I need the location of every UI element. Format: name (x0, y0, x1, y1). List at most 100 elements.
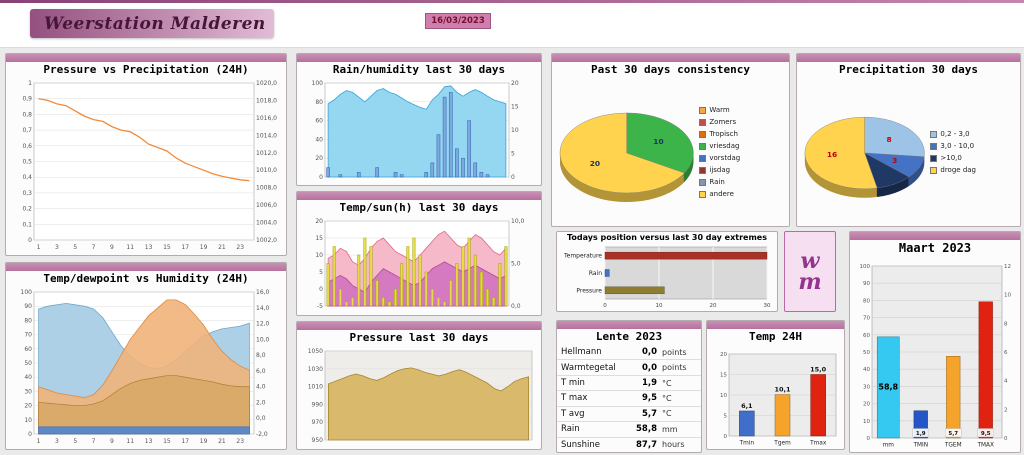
svg-text:0: 0 (724, 434, 728, 440)
legend-item: Warm (699, 106, 785, 114)
legend-label: Tropisch (709, 130, 738, 138)
svg-text:0,4: 0,4 (22, 174, 32, 181)
svg-text:1,9: 1,9 (916, 431, 926, 437)
svg-text:0,6: 0,6 (22, 143, 32, 150)
pressure-area-chart: 1050 1030 1010 990 970 950 (308, 348, 533, 444)
svg-text:60: 60 (863, 333, 870, 339)
svg-text:0: 0 (603, 303, 607, 309)
stat-row: Sunshine 87,7 hours (557, 438, 701, 452)
panel-accent-bar (297, 54, 541, 62)
svg-text:20: 20 (24, 403, 32, 410)
svg-text:17: 17 (181, 244, 189, 251)
panel-temp-dew-hum-24h: Temp/dewpoint vs Humidity (24H) 100 90 80 7… (5, 262, 287, 450)
chart-title: Temp 24H (749, 330, 802, 343)
svg-text:15: 15 (720, 373, 727, 379)
stat-unit: points (662, 363, 687, 373)
stat-row: Hellmann 0,0 points (557, 345, 701, 361)
pressure-precip-line-chart: 1 0,9 0,8 0,7 0,6 0,5 0,4 0,3 0,2 0,1 0 1020,0 1018,… (22, 80, 277, 251)
svg-text:17: 17 (181, 438, 189, 445)
precipitation-pie-chart: 8 3 16 (804, 116, 925, 198)
legend-swatch (699, 190, 707, 198)
svg-text:10: 10 (24, 417, 32, 424)
legend-label: >10,0 (940, 154, 962, 162)
svg-text:7: 7 (92, 244, 96, 251)
svg-text:0,0: 0,0 (256, 415, 266, 422)
svg-text:15: 15 (163, 244, 171, 251)
svg-text:Tmax: Tmax (809, 441, 827, 447)
station-logo: w m (784, 231, 836, 312)
chart-title: Pressure last 30 days (349, 331, 489, 344)
svg-text:16: 16 (827, 150, 837, 159)
svg-text:10: 10 (511, 127, 519, 134)
panel-maart-2023: Maart 2023 100 90 80 70 60 50 40 30 20 10 0 12 10 8 6 4… (849, 231, 1021, 453)
svg-text:5: 5 (724, 414, 728, 420)
chart-title: Temp/sun(h) last 30 days (339, 201, 499, 214)
logo-letter-w: w (800, 247, 820, 274)
panel-rain-humidity-30d: Rain/humidity last 30 days 100 80 60 40 20 0 2… (296, 53, 542, 186)
legend-swatch (699, 118, 707, 126)
legend-swatch (699, 130, 707, 138)
svg-text:5: 5 (511, 151, 515, 158)
svg-text:6,0: 6,0 (256, 368, 266, 375)
svg-text:1002,0: 1002,0 (256, 237, 277, 244)
temp-24h-bar-chart: 20 15 10 5 0 6,1 Tmin 10,1 Tgem 15,0 Tmax (720, 352, 837, 447)
svg-text:14,0: 14,0 (256, 305, 270, 312)
svg-text:19: 19 (200, 244, 208, 251)
svg-text:90: 90 (24, 303, 32, 310)
svg-text:80: 80 (863, 298, 870, 304)
stat-value: 5,7 (641, 408, 657, 419)
svg-text:50: 50 (24, 360, 32, 367)
svg-text:60: 60 (315, 118, 323, 125)
svg-text:70: 70 (24, 332, 32, 339)
legend-item: Tropisch (699, 130, 785, 138)
svg-text:20: 20 (710, 303, 717, 309)
stat-label: T avg (561, 408, 585, 419)
stat-value: 58,8 (636, 424, 657, 435)
svg-text:12,0: 12,0 (256, 321, 270, 328)
svg-text:-5: -5 (317, 303, 323, 310)
svg-text:10: 10 (1004, 293, 1011, 299)
chart-title: Todays position versus last 30 day extre… (566, 233, 767, 242)
svg-text:1: 1 (37, 438, 41, 445)
svg-text:2: 2 (1004, 407, 1008, 413)
svg-text:9,5: 9,5 (981, 431, 991, 437)
svg-text:6,1: 6,1 (741, 402, 753, 410)
svg-text:90: 90 (863, 281, 870, 287)
svg-text:1050: 1050 (308, 348, 323, 355)
svg-text:970: 970 (312, 419, 324, 426)
svg-text:Pressure: Pressure (576, 287, 602, 294)
table-title: Lente 2023 (595, 330, 663, 343)
legend-swatch (930, 166, 938, 174)
legend-item: vriesdag (699, 142, 785, 150)
panel-accent-bar (6, 54, 286, 62)
svg-text:4,0: 4,0 (256, 384, 266, 391)
svg-text:100: 100 (312, 80, 324, 87)
svg-text:Tmin: Tmin (739, 441, 755, 447)
stat-row: T avg 5,7 °C (557, 407, 701, 423)
panel-temp-24h: Temp 24H 20 15 10 5 0 6,1 Tmin 10,1 Tgem 15,0 Tmax (706, 320, 845, 450)
svg-text:11: 11 (126, 244, 134, 251)
season-stats-table: Hellmann 0,0 points Warmtegetal 0,0 points T m… (557, 345, 701, 452)
legend-label: ijsdag (709, 166, 731, 174)
svg-text:8: 8 (887, 135, 892, 144)
panel-precipitation-30d: Precipitation 30 days 8 3 16 0,2 - 3,0 3,0 … (796, 53, 1021, 227)
legend-item: Rain (699, 178, 785, 186)
svg-text:0,8: 0,8 (22, 111, 32, 118)
svg-text:23: 23 (236, 438, 244, 445)
panel-accent-bar (557, 321, 701, 329)
svg-text:20: 20 (315, 155, 323, 162)
svg-text:mm: mm (883, 443, 895, 449)
svg-text:20: 20 (720, 352, 727, 358)
panel-accent-bar (850, 232, 1020, 240)
svg-text:100: 100 (860, 264, 871, 270)
panel-temp-sun-30d: Temp/sun(h) last 30 days 20 15 10 5 0 -5 10,0 5… (296, 191, 542, 316)
legend-label: Warm (709, 106, 730, 114)
date-badge: 16/03/2023 (425, 13, 491, 29)
svg-text:TMAX: TMAX (977, 443, 995, 449)
svg-text:0: 0 (28, 431, 32, 438)
svg-text:3: 3 (55, 244, 59, 251)
svg-text:1: 1 (28, 80, 32, 87)
stat-label: Warmtegetal (561, 362, 616, 373)
legend-swatch (930, 154, 938, 162)
legend-swatch (699, 166, 707, 174)
